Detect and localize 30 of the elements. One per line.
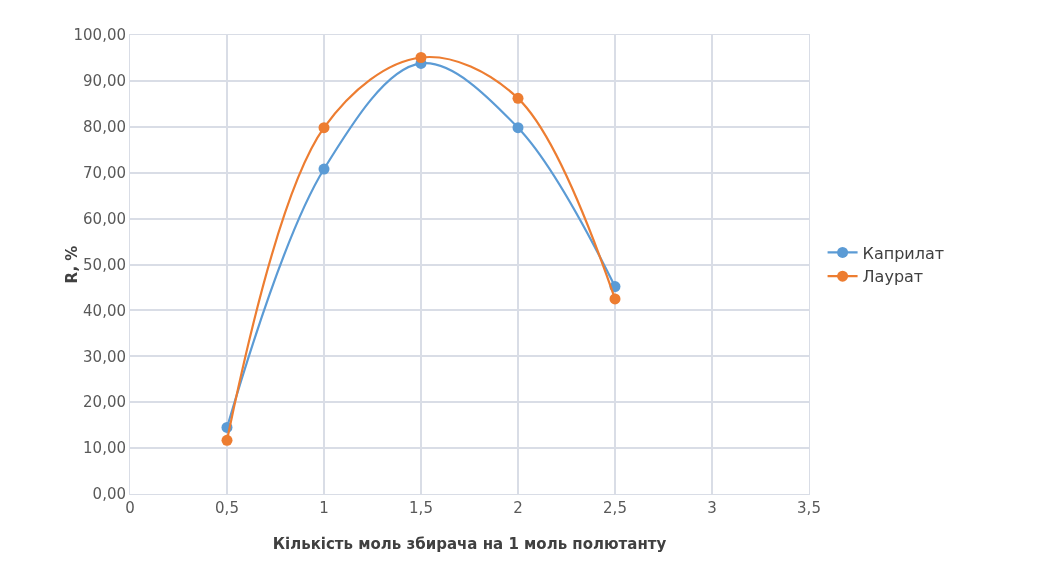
point bbox=[318, 122, 330, 134]
x-tick-label: 3,5 bbox=[797, 499, 821, 517]
y-tick-label: 0,00 bbox=[92, 485, 126, 504]
point bbox=[221, 434, 233, 446]
x-tick-label: 1 bbox=[319, 499, 329, 517]
y-tick-label: 20,00 bbox=[83, 393, 126, 412]
legend-label: Лаурат bbox=[862, 267, 924, 287]
point bbox=[318, 163, 330, 175]
y-tick-label: 70,00 bbox=[83, 163, 126, 182]
y-tick-label: 10,00 bbox=[83, 439, 126, 458]
x-tick-label: 3 bbox=[707, 499, 717, 517]
point bbox=[512, 92, 524, 104]
y-tick-label: 100,00 bbox=[73, 26, 126, 45]
y-tick-label: 80,00 bbox=[83, 118, 126, 137]
y-axis-title: R, % bbox=[63, 245, 82, 284]
point bbox=[415, 51, 427, 63]
y-tick-label: 30,00 bbox=[83, 347, 126, 366]
x-tick-label: 2,5 bbox=[603, 499, 627, 517]
y-tick-label: 40,00 bbox=[83, 301, 126, 320]
x-tick-label: 2 bbox=[513, 499, 523, 517]
y-tick-label: 90,00 bbox=[83, 72, 126, 91]
x-axis-title: Кількість моль збирача на 1 моль полютанту bbox=[272, 535, 667, 553]
x-tick-label: 1,5 bbox=[409, 499, 433, 517]
x-tick-label: 0 bbox=[125, 499, 135, 517]
y-tick-label: 60,00 bbox=[83, 209, 126, 228]
legend-label: Каприлат bbox=[862, 243, 945, 263]
y-tick-label: 50,00 bbox=[83, 255, 126, 274]
point bbox=[609, 293, 621, 305]
point bbox=[512, 122, 524, 134]
x-tick-label: 0,5 bbox=[215, 499, 239, 517]
